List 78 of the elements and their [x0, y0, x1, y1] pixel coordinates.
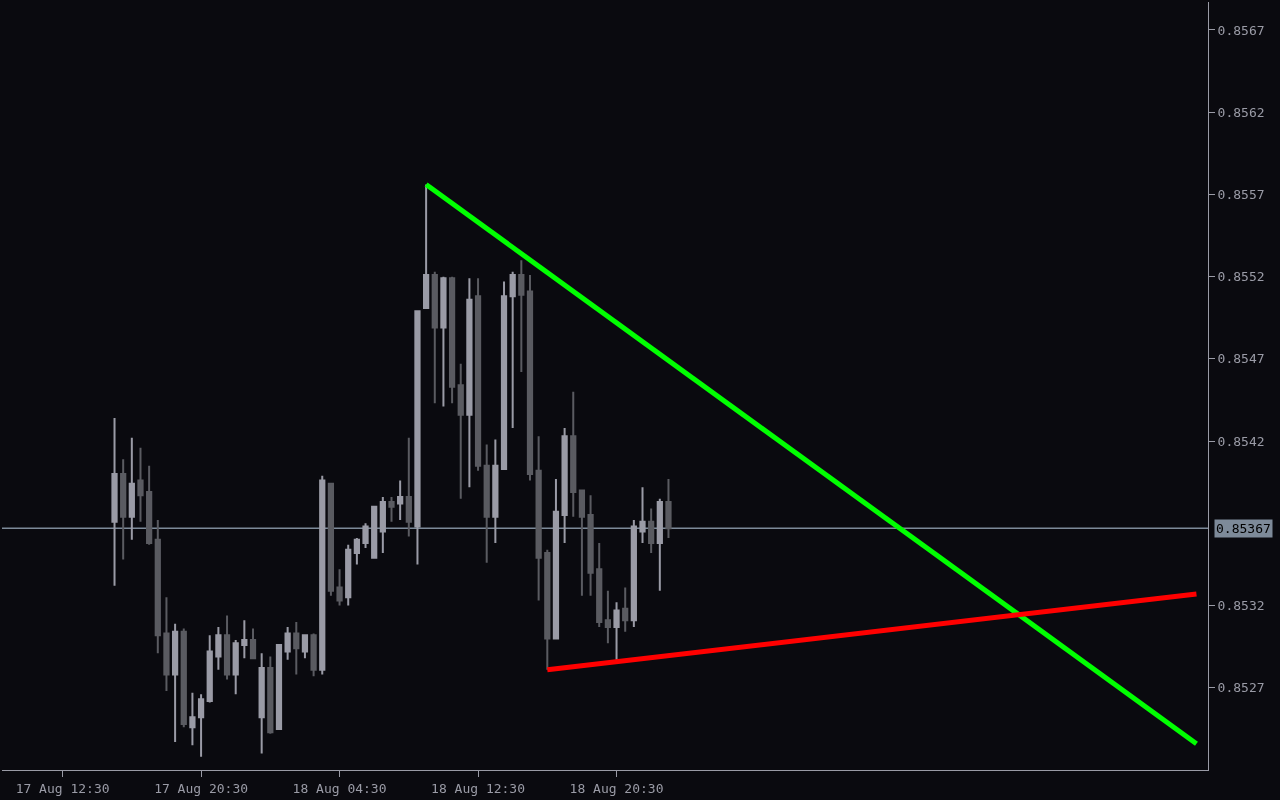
- candlestick: [492, 438, 499, 545]
- candlestick: [267, 655, 274, 735]
- candlestick: [180, 627, 187, 729]
- x-tick-label: 18 Aug 12:30: [431, 780, 526, 796]
- candlestick: [353, 537, 360, 566]
- candlestick: [656, 497, 663, 592]
- candlestick: [120, 458, 127, 561]
- candlestick: [111, 417, 118, 587]
- candlestick: [215, 625, 222, 671]
- candlestick: [448, 275, 456, 405]
- candlestick: [146, 464, 153, 546]
- candlestick: [223, 614, 231, 681]
- candlestick: [258, 652, 265, 755]
- candlestick: [483, 443, 490, 564]
- candlestick: [197, 693, 205, 758]
- x-tick-label: 18 Aug 20:30: [569, 780, 664, 796]
- candlestick: [128, 436, 135, 541]
- candlestick: [154, 519, 161, 655]
- y-tick-label: 0.8532: [1217, 598, 1265, 614]
- candlestick: [526, 273, 534, 482]
- y-tick-label: 0.8527: [1217, 680, 1265, 696]
- y-tick-label: 0.8552: [1217, 269, 1265, 285]
- candlestick: [241, 619, 248, 660]
- candlestick: [648, 507, 655, 554]
- candlestick: [232, 639, 239, 696]
- candlestick: [189, 691, 196, 747]
- candlestick: [301, 634, 309, 660]
- candlestick: [336, 568, 343, 607]
- candlestick: [474, 277, 482, 472]
- candlestick: [622, 586, 629, 633]
- candlestick: [639, 486, 646, 545]
- candlestick: [206, 634, 213, 704]
- candlestick: [665, 477, 672, 540]
- candlestick: [137, 446, 144, 523]
- candlestick: [466, 277, 473, 489]
- x-tick-label: 17 Aug 20:30: [154, 780, 249, 796]
- candlestick: [163, 596, 170, 693]
- candlestick: [397, 479, 404, 522]
- candlestick: [544, 548, 551, 671]
- candlestick: [310, 632, 317, 678]
- candlestick: [552, 477, 560, 640]
- candlestick: [171, 622, 179, 744]
- candlestick: [362, 522, 369, 549]
- y-tick-label: 0.8547: [1217, 351, 1265, 367]
- candlestick: [587, 494, 594, 597]
- candlestick: [319, 474, 326, 676]
- candlestick: [630, 519, 637, 628]
- candlestick: [388, 496, 395, 523]
- candlestick: [500, 280, 508, 471]
- candlestick: [284, 625, 291, 661]
- x-tick-label: 17 Aug 12:30: [15, 780, 110, 796]
- candlestick: [509, 270, 516, 429]
- candlestick: [431, 270, 438, 405]
- y-tick-label: 0.8542: [1217, 433, 1265, 449]
- candlestick: [613, 601, 620, 661]
- candlestick: [570, 390, 577, 518]
- candlestick: [275, 644, 283, 730]
- y-tick-label: 0.8562: [1217, 104, 1265, 120]
- candlestick: [457, 362, 464, 500]
- candlestick: [440, 275, 447, 408]
- candlestick: [345, 543, 352, 607]
- candlestick: [371, 505, 378, 559]
- y-tick-label: 0.8567: [1217, 22, 1265, 38]
- candlestick: [379, 496, 386, 554]
- candlestick: [596, 542, 603, 628]
- candlestick: [518, 259, 525, 374]
- candlestick: [249, 627, 257, 660]
- candlestick: [535, 435, 542, 602]
- candlestick: [561, 426, 568, 545]
- candlestick: [327, 482, 335, 597]
- candlestick: [293, 620, 300, 676]
- ref-line-label: 0.85367: [1216, 521, 1271, 536]
- candlestick: [405, 436, 412, 538]
- candlestick: [414, 310, 421, 566]
- candlestick: [604, 589, 612, 645]
- x-tick-label: 18 Aug 04:30: [292, 780, 387, 796]
- y-tick-label: 0.8557: [1217, 186, 1265, 202]
- candlestick: [578, 489, 586, 597]
